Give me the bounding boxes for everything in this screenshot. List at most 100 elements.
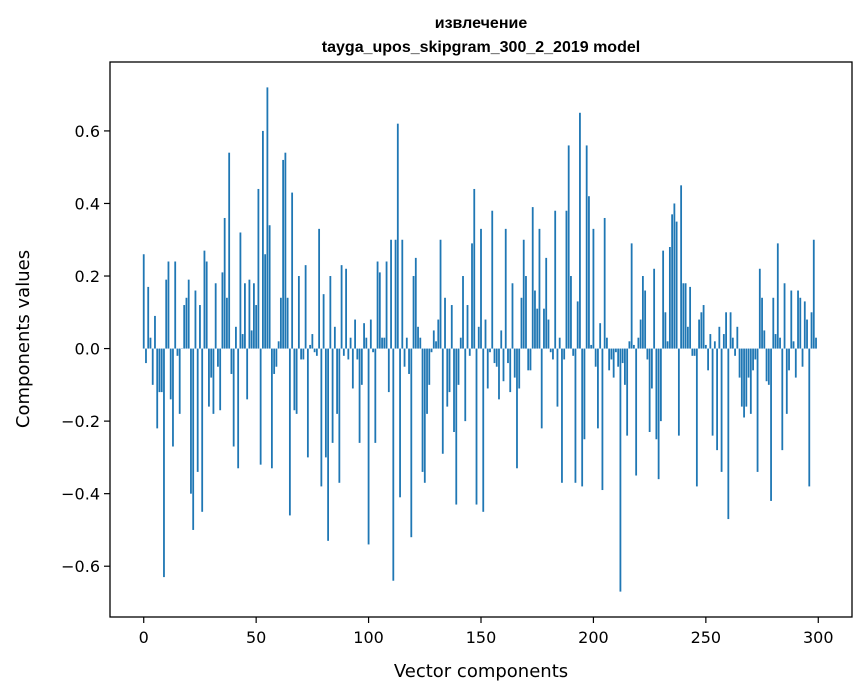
bar	[437, 319, 440, 349]
bar	[702, 305, 705, 349]
bar	[466, 305, 469, 349]
bar	[329, 276, 332, 349]
bar	[790, 290, 793, 349]
bar	[486, 348, 489, 389]
bar	[608, 348, 611, 371]
bar	[561, 348, 563, 483]
bar	[145, 348, 147, 364]
bar	[668, 247, 671, 349]
bar	[552, 348, 554, 360]
bar	[477, 326, 480, 349]
bar	[763, 330, 766, 349]
bar	[491, 210, 494, 349]
bar	[345, 268, 347, 349]
bar	[781, 348, 784, 451]
bar	[358, 348, 361, 443]
bar	[172, 348, 174, 447]
bar	[342, 348, 345, 356]
bar	[749, 348, 752, 414]
bar	[599, 323, 602, 349]
bar	[689, 286, 692, 349]
bar	[489, 348, 491, 353]
bar	[565, 210, 568, 349]
bar	[536, 308, 539, 349]
bar	[752, 348, 754, 371]
bar	[426, 348, 428, 414]
bar	[457, 348, 460, 385]
bar	[743, 348, 745, 418]
bar	[700, 312, 703, 349]
bar	[340, 265, 343, 349]
bar	[716, 348, 718, 451]
y-tick-label: 0.2	[75, 267, 100, 286]
bar	[785, 348, 788, 414]
bar	[405, 337, 408, 349]
bar	[403, 348, 406, 367]
bar	[450, 305, 453, 349]
bar	[675, 221, 678, 349]
bar	[601, 348, 604, 491]
y-tick-label: −0.4	[61, 485, 100, 504]
bar	[606, 337, 608, 349]
bar	[439, 239, 442, 349]
bar	[363, 323, 365, 349]
bar	[264, 254, 267, 349]
bar	[462, 276, 464, 349]
bar	[160, 348, 163, 393]
bar	[383, 337, 386, 349]
bar	[509, 348, 512, 393]
bar	[583, 348, 586, 440]
bar	[309, 344, 312, 349]
bar	[428, 348, 431, 385]
bar	[250, 330, 253, 349]
bar	[412, 276, 415, 349]
bar	[734, 348, 736, 356]
plot-frame	[109, 61, 853, 618]
bar	[799, 297, 802, 349]
bar	[594, 348, 597, 367]
bar	[502, 348, 505, 382]
bar	[731, 337, 734, 349]
bar	[190, 348, 192, 494]
y-axis-label: Components values	[13, 250, 34, 428]
bar	[549, 348, 552, 353]
bar	[794, 348, 797, 378]
bar	[322, 294, 325, 349]
bar	[718, 326, 721, 349]
y-tick-label: 0.6	[75, 122, 100, 141]
bar	[695, 348, 698, 487]
bar	[624, 348, 626, 385]
bar	[619, 348, 622, 592]
bar	[579, 112, 581, 349]
y-axis-ticks: 0.6 0.4 0.2 0.0 −0.2 −0.4 −0.6	[61, 122, 110, 576]
bar	[151, 348, 154, 385]
x-tick-label: 150	[466, 628, 497, 647]
bar	[147, 286, 150, 349]
bar	[801, 348, 804, 367]
bar	[475, 348, 478, 505]
bar	[435, 341, 437, 349]
bar	[327, 348, 329, 541]
bar	[408, 348, 410, 374]
bar	[376, 261, 379, 349]
bar	[480, 228, 482, 349]
bar	[318, 228, 321, 349]
bar	[183, 305, 186, 349]
bar	[320, 348, 323, 487]
bar	[722, 334, 725, 349]
bar	[219, 348, 222, 411]
bar	[235, 326, 237, 349]
bar	[556, 348, 559, 407]
bar	[662, 250, 665, 349]
bar	[774, 334, 777, 349]
bar	[178, 348, 181, 414]
bar	[293, 348, 296, 411]
bar	[304, 265, 307, 349]
bar	[223, 217, 226, 349]
bar	[196, 348, 199, 472]
bar	[396, 123, 399, 349]
bar	[545, 257, 548, 349]
bar	[417, 326, 419, 349]
bar	[806, 319, 808, 349]
